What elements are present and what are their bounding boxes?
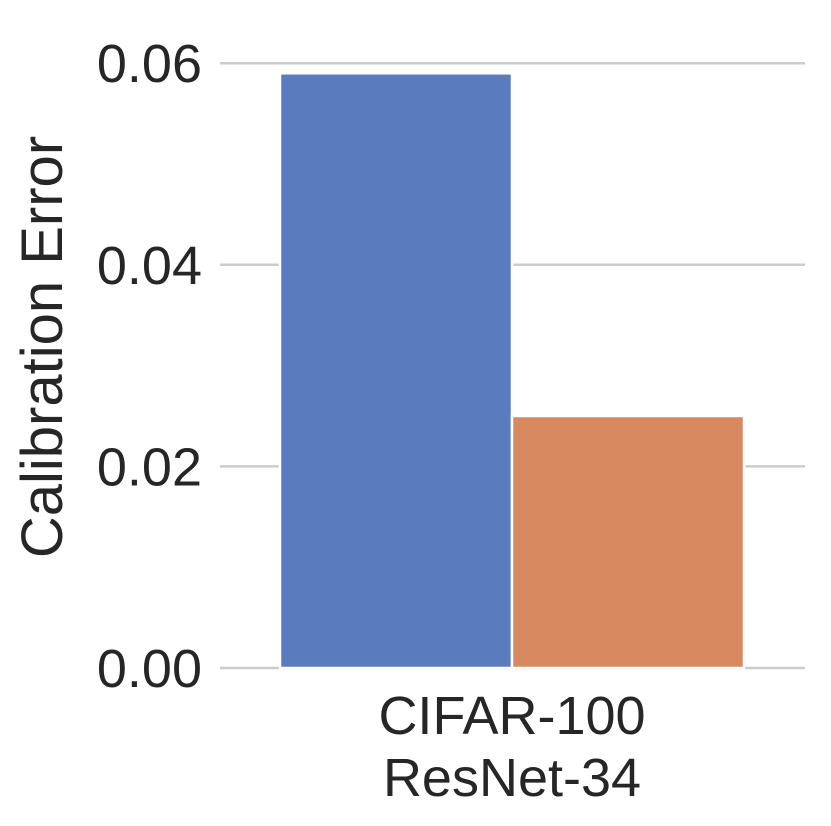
y-tick-label: 0.00 xyxy=(97,639,202,699)
x-category-label-line: CIFAR-100 xyxy=(378,686,645,746)
x-category-label-line: ResNet-34 xyxy=(383,748,641,808)
bar-series-1 xyxy=(278,72,514,670)
y-tick-labels: 0.00 0.02 0.04 0.06 xyxy=(97,34,202,699)
y-axis-label: Calibration Error xyxy=(10,136,75,558)
bars xyxy=(278,72,746,670)
bar-series-2 xyxy=(510,414,746,670)
y-tick-label: 0.04 xyxy=(97,236,202,296)
y-tick-label: 0.02 xyxy=(97,437,202,497)
y-tick-label: 0.06 xyxy=(97,34,202,94)
